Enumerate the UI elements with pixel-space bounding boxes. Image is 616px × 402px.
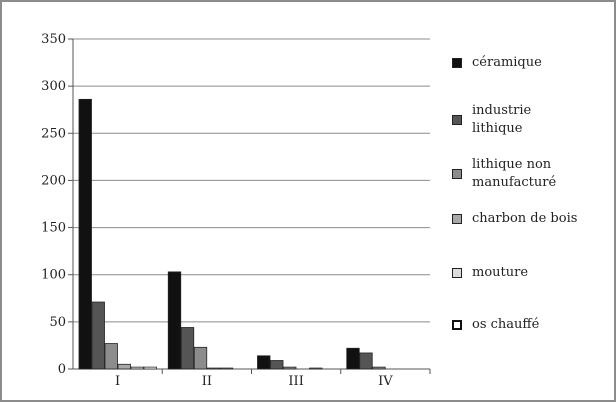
y-tick-label: 100 xyxy=(41,268,66,283)
bar-5-III xyxy=(309,367,323,370)
legend-label-lithique-non-manufacture: lithique non manufacturé xyxy=(472,157,557,190)
bar-2-III xyxy=(270,360,284,370)
y-tick-label: 300 xyxy=(41,79,66,94)
legend-item-industrie-lithique: industrie lithique xyxy=(452,102,531,138)
bar-6-I xyxy=(143,366,157,370)
bar-3-I xyxy=(104,343,118,370)
x-tick-label: III xyxy=(288,374,303,389)
bar-5-II xyxy=(219,367,234,370)
legend-label-charbon-de-bois: charbon de bois xyxy=(472,211,578,226)
bar-1-III xyxy=(257,355,271,370)
legend-label-mouture: mouture xyxy=(472,265,529,280)
y-tick-label: 50 xyxy=(49,315,66,330)
y-tick-label: 150 xyxy=(41,221,66,236)
bar-3-III xyxy=(283,366,297,370)
bar-3-IV xyxy=(372,366,386,370)
legend-swatch-charbon-de-bois xyxy=(452,214,462,224)
bar-4-I xyxy=(117,363,131,370)
legend-swatch-industrie-lithique xyxy=(452,115,462,125)
legend-label-os-chauffe: os chauffé xyxy=(472,317,540,332)
legend-item-ceramique: céramique xyxy=(452,54,542,72)
bar-3-II xyxy=(193,346,208,370)
legend-swatch-mouture xyxy=(452,268,462,278)
y-tick-label: 250 xyxy=(41,126,66,141)
legend-swatch-lithique-non-manufacture xyxy=(452,169,462,179)
bar-2-II xyxy=(180,327,195,370)
legend-item-lithique-non-manufacture: lithique non manufacturé xyxy=(452,156,556,192)
legend-item-charbon-de-bois: charbon de bois xyxy=(452,210,577,228)
legend-label-ceramique: céramique xyxy=(472,55,542,70)
legend-swatch-ceramique xyxy=(452,58,462,68)
x-tick-label: IV xyxy=(378,374,393,389)
legend-swatch-os-chauffe xyxy=(452,320,462,330)
x-tick-label: II xyxy=(202,374,212,389)
bar-2-IV xyxy=(359,352,373,370)
bar-1-II xyxy=(167,271,182,370)
y-tick-label: 200 xyxy=(41,173,66,188)
legend-label-industrie-lithique: industrie lithique xyxy=(472,103,532,136)
x-tick-label: I xyxy=(115,374,120,389)
bar-4-II xyxy=(206,367,221,370)
legend-item-os-chauffe: os chauffé xyxy=(452,316,539,334)
bar-2-I xyxy=(91,301,105,370)
y-tick-label: 350 xyxy=(41,32,66,47)
bar-1-IV xyxy=(346,347,360,370)
bar-5-I xyxy=(130,366,144,370)
y-tick-label: 0 xyxy=(58,362,66,377)
legend-item-mouture: mouture xyxy=(452,264,528,282)
bar-1-I xyxy=(78,98,92,370)
